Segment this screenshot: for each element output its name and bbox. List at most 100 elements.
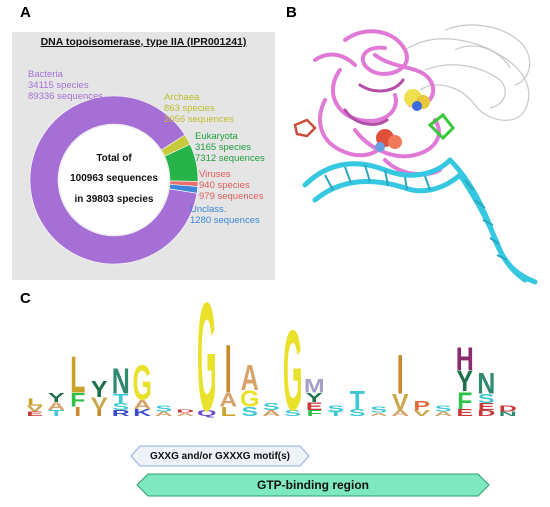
logo-letter-L-849: L	[70, 345, 85, 404]
position-tick-label: 864	[393, 430, 407, 432]
gtp-binding-region-label: GTP-binding region	[257, 478, 369, 492]
logo-letter-E-888: E	[478, 402, 495, 413]
position-tick-label: 856	[221, 430, 235, 432]
logo-letter-D-854: D	[176, 408, 194, 413]
position-tick-label: 847	[28, 430, 42, 432]
logo-letter-A-858: A	[262, 409, 280, 418]
donut-slice-unclassified	[168, 184, 199, 194]
position-tick-label: 849	[71, 430, 85, 432]
logo-letter-V-847: V	[26, 404, 43, 413]
donut-slice-bacteria	[29, 95, 198, 265]
label-unclassified: Unclass. 1280 sequences	[190, 204, 260, 226]
logo-letter-Y-860: Y	[306, 391, 323, 405]
gtp-binding-region-arrow: GTP-binding region	[136, 473, 490, 497]
logo-letter-I-849: I	[74, 405, 81, 419]
position-tick-label: 862	[350, 430, 364, 432]
logo-letter-A-854: A	[176, 412, 194, 417]
position-tick-label: 848	[49, 430, 63, 432]
logo-letter-A-857: A	[241, 358, 259, 399]
position-tick-label: 867	[458, 430, 472, 432]
label-bacteria: Bacteria 34115 species 89336 sequences	[28, 69, 104, 102]
panel-label-b: B	[286, 4, 297, 21]
position-tick-label: 863	[372, 430, 386, 432]
position-tick-label: 850	[92, 430, 106, 432]
motif-label: GXXG and/or GXXXG motif(s)	[149, 450, 290, 462]
logo-letter-E-847: E	[26, 410, 43, 417]
position-tick-label: 854	[178, 430, 192, 432]
logo-letter-D-888: D	[477, 409, 495, 418]
logo-letter-D-869: D	[499, 404, 517, 413]
logo-letter-F-867: F	[457, 388, 472, 415]
position-tick-label: 888	[479, 430, 493, 432]
panel-label-c: C	[20, 290, 31, 307]
logo-letter-A-856: A	[219, 389, 237, 411]
position-tick-label: 859	[286, 430, 300, 432]
label-viruses: Viruses 940 species 979 sequences	[199, 169, 264, 202]
logo-letter-V-865: V	[413, 409, 430, 418]
logo-letter-I-850: I	[96, 408, 103, 419]
position-tick-label: 851	[114, 430, 128, 432]
logo-letter-F-849: F	[70, 389, 85, 411]
logo-letter-L-856: L	[221, 405, 236, 419]
logo-letter-M-860: M	[304, 375, 325, 397]
logo-letter-A-848: A	[47, 400, 65, 413]
label-archaea: Archaea 863 species 2056 sequences	[164, 92, 234, 125]
position-tick-label: 866	[436, 430, 450, 432]
position-tick-label: 858	[264, 430, 278, 432]
logo-letter-G-859: G	[283, 308, 302, 432]
logo-letter-T-862: T	[350, 386, 366, 415]
logo-letter-N-888: N	[477, 367, 495, 400]
logo-letter-A-852: A	[133, 398, 151, 412]
logo-letter-N-851: N	[112, 361, 130, 402]
logo-letter-S-857: S	[241, 405, 258, 419]
logo-letter-E-867: E	[456, 408, 473, 419]
logo-letter-Y-848: Y	[48, 391, 65, 405]
logo-letter-S-858: S	[263, 402, 280, 413]
logo-letter-I-864: I	[397, 345, 404, 407]
position-tick-label: 852	[135, 430, 149, 432]
position-tick-label: 861	[329, 430, 343, 432]
logo-letter-S-859: S	[284, 409, 301, 418]
logo-letter-F-860: F	[307, 409, 322, 418]
logo-letter-G-857: G	[240, 387, 259, 413]
logo-letter-Q-855: Q	[197, 409, 216, 418]
logo-letter-N-869: N	[499, 410, 517, 417]
logo-letter-V-864: V	[392, 390, 409, 416]
logo-letter-A-853: A	[155, 410, 173, 417]
panel-a-donut-chart: DNA topoisomerase, type IIA (IPR001241) …	[12, 32, 275, 280]
logo-letter-Y-867: Y	[456, 364, 473, 397]
donut-chart	[29, 95, 199, 265]
logo-letter-S-851: S	[112, 402, 129, 413]
logo-letter-S-862: S	[349, 408, 366, 419]
logo-letter-T-848: T	[49, 409, 65, 418]
motif-label-arrow: GXXG and/or GXXXG motif(s)	[130, 445, 310, 467]
logo-letter-T-851: T	[113, 392, 128, 406]
panel-label-a: A	[20, 4, 31, 21]
logo-letter-S-866: S	[435, 404, 452, 413]
logo-letter-G-852: G	[133, 357, 152, 411]
logo-letter-A-864: A	[391, 409, 409, 418]
logo-letter-R-851: R	[112, 409, 131, 418]
logo-letter-A-863: A	[370, 412, 388, 417]
position-tick-label: 857	[243, 430, 257, 432]
logo-letter-K-852: K	[133, 408, 151, 419]
logo-letter-S-888: S	[478, 392, 495, 406]
logo-letter-H-867: H	[456, 342, 474, 378]
logo-letter-I-856: I	[225, 330, 232, 407]
position-tick-label: 853	[157, 430, 171, 432]
logo-letter-V-850: V	[91, 395, 108, 413]
center-sequences-label: 100963 sequences	[70, 173, 158, 184]
protein-dna-structure-image	[293, 24, 538, 285]
chart-title: DNA topoisomerase, type IIA (IPR001241)	[40, 36, 247, 48]
position-tick-label: 869	[501, 430, 515, 432]
center-total-label: Total of	[96, 153, 132, 164]
position-tick-label: 860	[307, 430, 321, 432]
logo-letter-Y-850: Y	[91, 377, 108, 403]
logo-letter-S-863: S	[370, 405, 387, 414]
logo-letter-G-855: G	[197, 292, 216, 432]
logo-letter-T-861: T	[328, 410, 343, 417]
position-tick-label: 865	[415, 430, 429, 432]
position-tick-label: 855	[200, 430, 214, 432]
label-eukaryota: Eukaryota 3165 species 7312 sequences	[195, 131, 265, 164]
